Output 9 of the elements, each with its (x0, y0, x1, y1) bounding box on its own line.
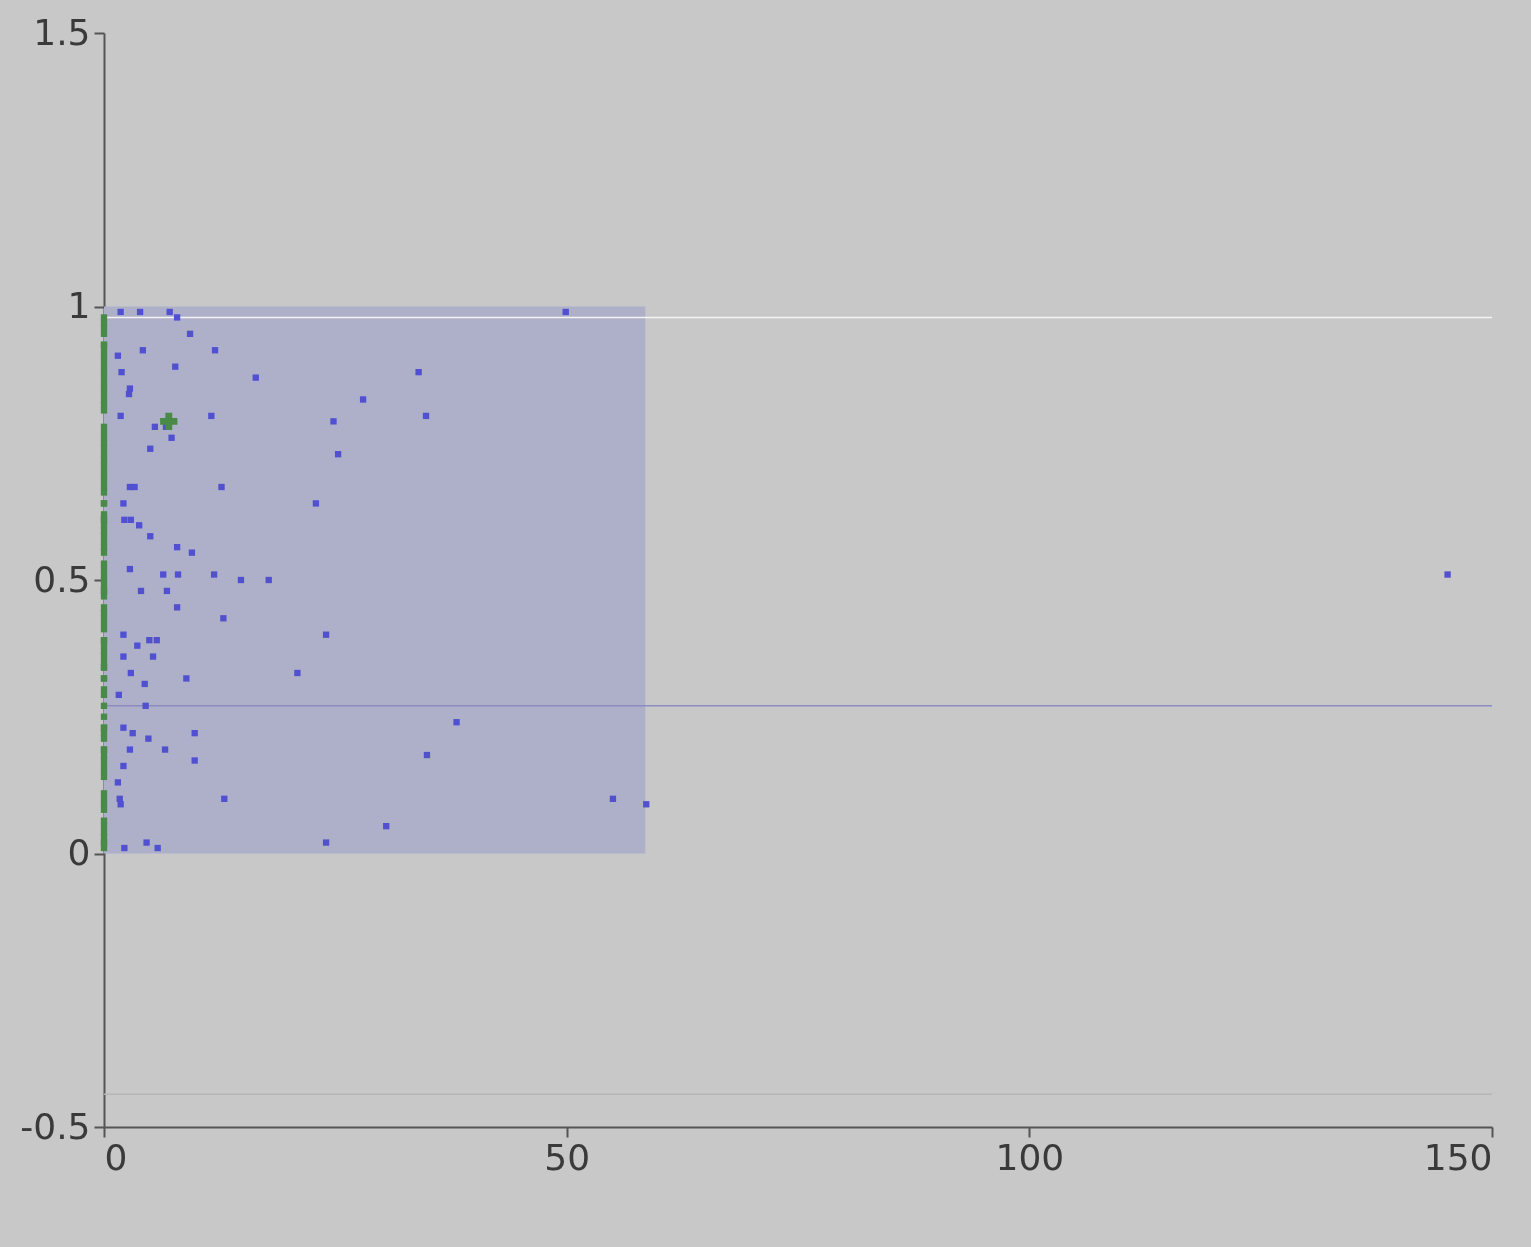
y-tick-label: 0.5 (33, 558, 91, 600)
y-tick-label: -0.5 (20, 1105, 91, 1147)
x-tick-label: 150 (1423, 1136, 1493, 1178)
y-tick-label: 1.5 (33, 11, 91, 53)
y-tick-label: 1 (67, 285, 91, 326)
y-tick-label: 0 (67, 832, 91, 873)
x-tick-label: 50 (544, 1136, 591, 1178)
x-tick-label: 100 (995, 1136, 1065, 1178)
x-tick-label: 0 (104, 1136, 128, 1178)
